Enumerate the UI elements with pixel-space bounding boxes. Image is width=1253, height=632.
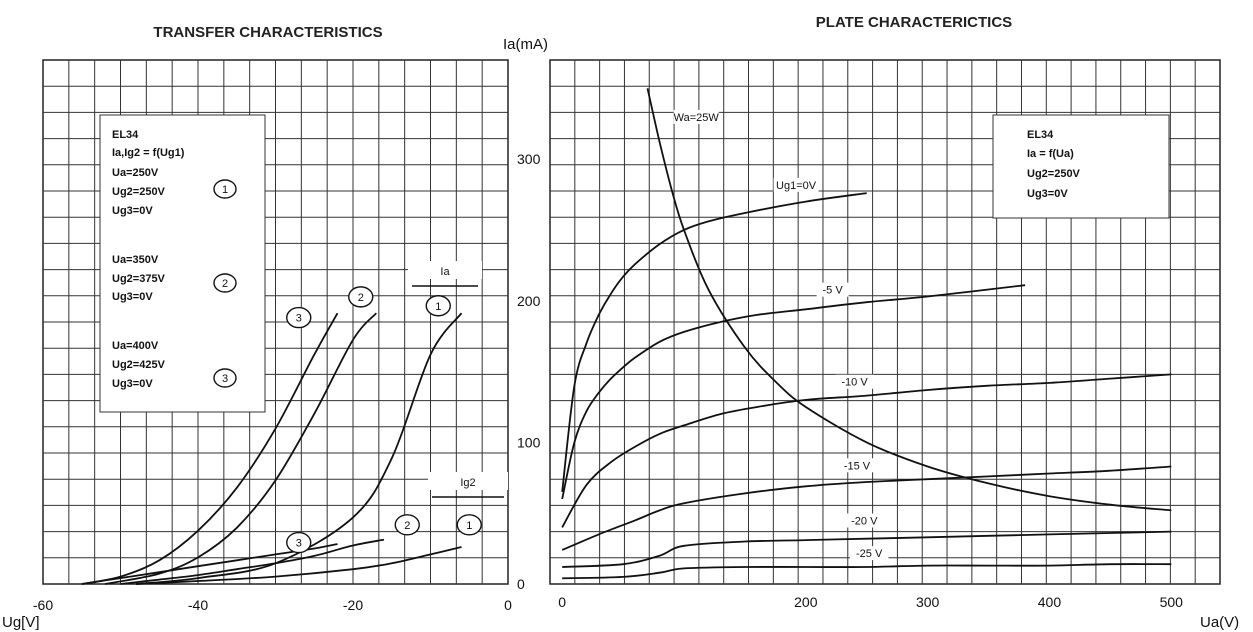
transfer-curve-marker-label: 2 bbox=[358, 292, 364, 304]
plate-tick-labels: 0 200 300 400 500 0 100 200 300 bbox=[517, 151, 1183, 610]
plate-curve-label-bg bbox=[845, 513, 884, 528]
plate-x-tick-label: 400 bbox=[1038, 594, 1062, 610]
transfer-legend-marker-label: 1 bbox=[222, 184, 228, 196]
plate-x-tick-label: 500 bbox=[1160, 594, 1184, 610]
transfer-title: TRANSFER CHARACTERISTICS bbox=[153, 24, 382, 41]
plate-curve-label: Ug1=0V bbox=[776, 180, 817, 192]
transfer-group-label: Ia bbox=[440, 266, 450, 278]
transfer-curve-marker-circle bbox=[286, 531, 312, 554]
plate-legend-line: EL34 bbox=[1027, 129, 1054, 141]
transfer-curve-marker-label: 1 bbox=[466, 520, 472, 532]
transfer-x-axis-label: Ug[V] bbox=[2, 614, 40, 631]
plate-y-tick-label: 200 bbox=[517, 293, 541, 309]
plate-curve-label: -10 V bbox=[841, 377, 868, 389]
plate-curve--15-v bbox=[561, 465, 1172, 551]
transfer-curve-ig2-2 bbox=[120, 538, 385, 585]
plate-curve-ug1-0v bbox=[561, 192, 867, 493]
plate-curve-label: -20 V bbox=[851, 516, 878, 528]
transfer-curve-marker-label: 3 bbox=[296, 538, 302, 550]
transfer-legend-line: EL34 bbox=[112, 129, 139, 141]
transfer-curve-marker-label: 2 bbox=[404, 520, 410, 532]
plate-curve-label-bg bbox=[673, 109, 719, 124]
plate-curve-labels: Wa=25W Ug1=0V -5 V -10 V -15 V -20 V -25 V bbox=[673, 109, 889, 561]
transfer-legend-marker-label: 3 bbox=[222, 373, 228, 385]
transfer-x-tick-label: -60 bbox=[33, 597, 53, 613]
transfer-group-label: Ig2 bbox=[460, 477, 475, 489]
transfer-legend-marker-label: 2 bbox=[222, 278, 228, 290]
plate-x-tick-label: 300 bbox=[916, 594, 940, 610]
transfer-curve-marker-label: 3 bbox=[296, 313, 302, 325]
transfer-legend-line: Ug2=250V bbox=[112, 186, 166, 198]
plate-y-axis-label: Ia(mA) bbox=[503, 36, 548, 53]
plate-curve-label: -15 V bbox=[844, 460, 871, 472]
transfer-curve-marker-circle bbox=[348, 286, 374, 308]
plate-chart: PLATE CHARACTERICTICS Ia(mA) Ua(V) Wa=25… bbox=[503, 14, 1239, 631]
transfer-legend-line: Ug3=0V bbox=[112, 378, 153, 390]
transfer-curve-ia-1 bbox=[135, 312, 463, 585]
transfer-legend-marker-circle bbox=[213, 273, 237, 293]
transfer-curve-marker-circle bbox=[425, 295, 451, 317]
plate-y-tick-label: 300 bbox=[517, 151, 541, 167]
transfer-legend-marker-circle bbox=[213, 179, 237, 199]
plate-legend-line: Ug3=0V bbox=[1027, 188, 1068, 200]
transfer-legend-line: Ua=350V bbox=[112, 254, 159, 266]
plate-grid bbox=[549, 59, 1221, 585]
transfer-x-tick-label: -40 bbox=[188, 597, 208, 613]
transfer-curve-marker-circle bbox=[394, 514, 420, 536]
transfer-curves bbox=[81, 312, 463, 585]
transfer-chart: TRANSFER CHARACTERISTICS -60 -40 -20 0 EL34… bbox=[2, 24, 512, 631]
plate-x-axis-label: Ua(V) bbox=[1200, 614, 1239, 631]
transfer-curve-marker-label: 1 bbox=[435, 301, 441, 313]
transfer-curve-ig2-1 bbox=[135, 546, 462, 585]
transfer-group-label-bg bbox=[408, 261, 482, 279]
plate-legend-box: EL34 Ia = f(Ua) Ug2=250V Ug3=0V bbox=[992, 114, 1170, 219]
transfer-group-label-bg bbox=[428, 472, 508, 490]
plate-curve-label-bg bbox=[835, 374, 874, 389]
transfer-curve-marker-circle bbox=[456, 514, 482, 536]
plate-x-tick-label: 200 bbox=[794, 594, 818, 610]
plate-curve-label-bg bbox=[816, 282, 849, 297]
plate-curve--20-v bbox=[562, 530, 1172, 568]
transfer-x-tick-label: 0 bbox=[504, 597, 512, 613]
plate-curve-label: -25 V bbox=[856, 548, 883, 560]
transfer-markers: 1 2 3 1 2 3 bbox=[286, 286, 482, 554]
transfer-legend-line: Ug2=375V bbox=[112, 273, 166, 285]
transfer-legend-marker-circle bbox=[213, 368, 237, 388]
plate-legend-line: Ug2=250V bbox=[1027, 168, 1081, 180]
plate-y-tick-label: 0 bbox=[517, 576, 525, 592]
plate-legend-line: Ia = f(Ua) bbox=[1027, 148, 1074, 160]
plate-curve-label-bg bbox=[849, 546, 889, 561]
plate-y-tick-label: 100 bbox=[517, 434, 541, 450]
plate-x-tick-label: 0 bbox=[558, 594, 566, 610]
plate-curve--25-v bbox=[562, 563, 1172, 580]
transfer-curve-ia-3 bbox=[81, 312, 339, 585]
plate-curve-label: Wa=25W bbox=[674, 112, 720, 124]
plate-curve-label-bg bbox=[837, 458, 877, 473]
transfer-legend-line: Ug3=0V bbox=[112, 291, 153, 303]
transfer-x-tick-label: -20 bbox=[343, 597, 363, 613]
transfer-curve-marker-circle bbox=[286, 306, 312, 329]
transfer-legend-line: Ua=400V bbox=[112, 340, 159, 352]
plate-curves bbox=[561, 88, 1172, 580]
transfer-legend-box: EL34 Ia,Ig2 = f(Ug1) Ua=250V Ug2=250V Ug3=0V… bbox=[99, 114, 508, 498]
transfer-legend-line: Ug3=0V bbox=[112, 205, 153, 217]
plate-curve--10-v bbox=[561, 373, 1172, 528]
plate-curve-wa-25w bbox=[646, 88, 1172, 512]
plate-title: PLATE CHARACTERICTICS bbox=[816, 14, 1012, 31]
transfer-legend-line: Ua=250V bbox=[112, 167, 159, 179]
plate-curve-label-bg bbox=[773, 177, 819, 192]
transfer-legend-line: Ug2=425V bbox=[112, 359, 166, 371]
transfer-tick-labels: -60 -40 -20 0 bbox=[33, 597, 512, 613]
plate-curve-label: -5 V bbox=[823, 285, 844, 297]
transfer-legend-frame bbox=[99, 114, 266, 413]
plate-legend-frame bbox=[992, 114, 1170, 219]
transfer-legend-line: Ia,Ig2 = f(Ug1) bbox=[112, 147, 185, 159]
plate-curve--5-v bbox=[561, 284, 1026, 500]
transfer-curve-ig2-3 bbox=[81, 543, 338, 585]
